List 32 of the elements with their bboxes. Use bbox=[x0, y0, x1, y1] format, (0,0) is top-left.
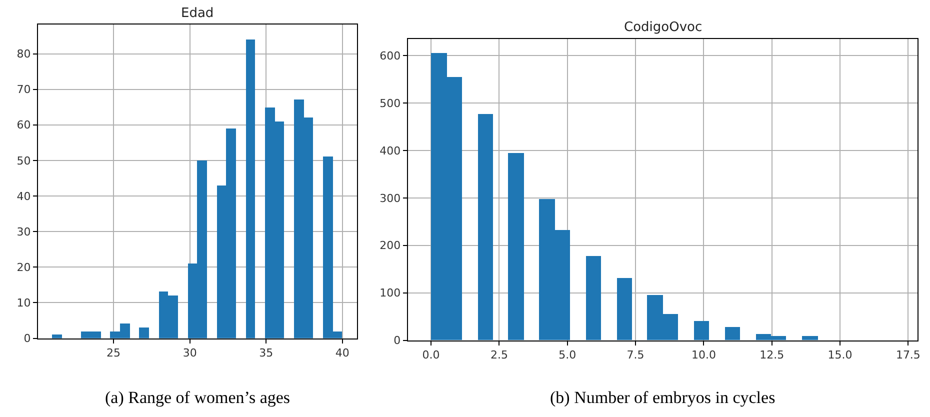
y-tick-label: 10 bbox=[16, 296, 31, 310]
x-tick-label: 0.0 bbox=[422, 348, 440, 362]
x-tick-label: 15.0 bbox=[828, 348, 852, 362]
y-tick-label: 400 bbox=[380, 144, 401, 158]
chart-title: Edad bbox=[181, 6, 214, 21]
y-tick-label: 0 bbox=[24, 332, 31, 346]
chart-title: CodigoOvoc bbox=[624, 20, 702, 35]
x-tick-label: 30 bbox=[182, 346, 197, 360]
y-tick-label: 40 bbox=[16, 190, 31, 203]
x-tick-label: 5.0 bbox=[558, 348, 576, 362]
y-tick-label: 300 bbox=[380, 192, 401, 205]
y-tick-label: 60 bbox=[16, 118, 31, 132]
y-tick-label: 200 bbox=[380, 239, 401, 252]
y-tick-label: 50 bbox=[16, 154, 31, 168]
x-tick-label: 17.5 bbox=[896, 348, 920, 362]
x-tick-label: 7.5 bbox=[626, 348, 644, 362]
y-tick-label: 20 bbox=[16, 260, 31, 274]
text: (a) Range of women’s ages bbox=[105, 388, 290, 407]
x-tick-label: 12.5 bbox=[760, 348, 784, 362]
x-tick-label: 25 bbox=[106, 346, 121, 360]
x-tick-label: 2.5 bbox=[490, 348, 508, 362]
x-tick-label: 35 bbox=[259, 346, 274, 360]
text: (b) Number of embryos in cycles bbox=[550, 388, 776, 407]
y-tick-label: 30 bbox=[16, 225, 31, 238]
x-tick-label: 10.0 bbox=[691, 348, 716, 362]
y-tick-label: 100 bbox=[380, 286, 401, 300]
y-tick-label: 500 bbox=[380, 96, 401, 110]
x-tick-label: 40 bbox=[335, 346, 350, 360]
y-tick-label: 0 bbox=[394, 334, 401, 348]
y-tick-label: 70 bbox=[16, 83, 31, 96]
y-tick-label: 600 bbox=[380, 49, 401, 62]
y-tick-label: 80 bbox=[16, 48, 31, 61]
